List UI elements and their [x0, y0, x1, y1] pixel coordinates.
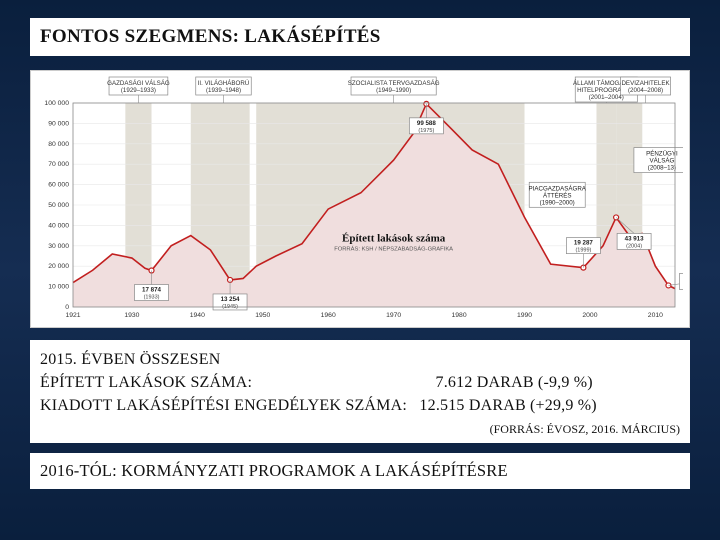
- svg-text:99 588: 99 588: [417, 120, 436, 127]
- svg-text:70 000: 70 000: [48, 161, 69, 168]
- svg-text:1940: 1940: [190, 312, 205, 319]
- summary-line-2-label: ÉPÍTETT LAKÁSOK SZÁMA:: [40, 374, 252, 391]
- svg-text:(1933): (1933): [144, 295, 160, 301]
- summary-line-3-value: 12.515 DARAB (+29,9 %): [419, 397, 596, 414]
- svg-text:II. VILÁGHÁBORÚ: II. VILÁGHÁBORÚ: [198, 80, 250, 87]
- svg-text:PIACGAZDASÁGRA: PIACGAZDASÁGRA: [529, 185, 587, 192]
- svg-text:100 000: 100 000: [44, 100, 69, 107]
- svg-text:(1929–1933): (1929–1933): [121, 87, 156, 94]
- svg-text:40 000: 40 000: [48, 222, 69, 229]
- footer-row: 2016-TÓL: KORMÁNYZATI PROGRAMOK A LAKÁSÉ…: [30, 453, 690, 489]
- svg-text:50 000: 50 000: [48, 202, 69, 209]
- svg-text:VÁLSÁG: VÁLSÁG: [650, 158, 675, 165]
- svg-text:(1949–1990): (1949–1990): [376, 87, 411, 94]
- svg-text:(1975): (1975): [418, 128, 434, 134]
- summary-line-2-value: 7.612 DARAB (-9,9 %): [436, 374, 593, 391]
- svg-text:FORRÁS: KSH / NÉPSZABADSÁG-GRA: FORRÁS: KSH / NÉPSZABADSÁG-GRAFIKA: [334, 246, 453, 253]
- svg-text:DEVIZAHITELEK: DEVIZAHITELEK: [621, 80, 670, 87]
- svg-text:20 000: 20 000: [48, 263, 69, 270]
- svg-text:(1999): (1999): [575, 248, 591, 254]
- summary-line-2: ÉPÍTETT LAKÁSOK SZÁMA: 7.612 DARAB (-9,9…: [40, 371, 680, 394]
- svg-text:1930: 1930: [124, 312, 139, 319]
- svg-text:(2008–13): (2008–13): [648, 165, 676, 172]
- summary-line-3-label: KIADOTT LAKÁSÉPÍTÉSI ENGEDÉLYEK SZÁMA:: [40, 397, 407, 414]
- svg-text:90 000: 90 000: [48, 120, 69, 127]
- slide: FONTOS SZEGMENS: LAKÁSÉPÍTÉS 0 10 000 20 0…: [0, 0, 720, 540]
- svg-text:1970: 1970: [386, 312, 401, 319]
- svg-text:2010: 2010: [648, 312, 663, 319]
- housing-chart: 0 10 000 20 000 30 000 40 000 50 000 60 000 70 …: [33, 75, 683, 323]
- svg-text:19 287: 19 287: [574, 240, 593, 247]
- summary-line-3: KIADOTT LAKÁSÉPÍTÉSI ENGEDÉLYEK SZÁMA: 1…: [40, 394, 680, 417]
- svg-text:(1939–1948): (1939–1948): [206, 87, 241, 94]
- svg-text:43 913: 43 913: [625, 235, 644, 242]
- svg-text:2000: 2000: [582, 312, 597, 319]
- svg-text:1950: 1950: [255, 312, 270, 319]
- svg-text:1921: 1921: [65, 312, 80, 319]
- footer-text: 2016-TÓL: KORMÁNYZATI PROGRAMOK A LAKÁSÉ…: [40, 461, 680, 481]
- title-row: FONTOS SZEGMENS: LAKÁSÉPÍTÉS: [30, 18, 690, 56]
- svg-text:(2004): (2004): [626, 243, 642, 249]
- summary-line-1: 2015. ÉVBEN ÖSSZESEN: [40, 348, 680, 371]
- svg-text:30 000: 30 000: [48, 243, 69, 250]
- svg-text:1980: 1980: [452, 312, 467, 319]
- svg-text:PÉNZÜGYI: PÉNZÜGYI: [646, 151, 678, 158]
- svg-text:(2004–2008): (2004–2008): [628, 87, 663, 94]
- svg-text:0: 0: [65, 304, 69, 311]
- svg-text:60 000: 60 000: [48, 182, 69, 189]
- svg-text:GAZDASÁGI VÁLSÁG: GAZDASÁGI VÁLSÁG: [107, 80, 170, 87]
- svg-text:10 000: 10 000: [48, 284, 69, 291]
- svg-text:1960: 1960: [321, 312, 336, 319]
- svg-text:ÁTTÉRÉS: ÁTTÉRÉS: [543, 192, 572, 199]
- summary-source: (FORRÁS: ÉVOSZ, 2016. MÁRCIUS): [40, 422, 680, 437]
- chart-container: 0 10 000 20 000 30 000 40 000 50 000 60 000 70 …: [30, 70, 690, 328]
- svg-text:(2001–2004): (2001–2004): [589, 94, 624, 101]
- svg-text:17 874: 17 874: [142, 287, 161, 294]
- summary-block: 2015. ÉVBEN ÖSSZESEN ÉPÍTETT LAKÁSOK SZÁ…: [30, 340, 690, 443]
- svg-text:80 000: 80 000: [48, 141, 69, 148]
- svg-text:1990: 1990: [517, 312, 532, 319]
- svg-text:13 254: 13 254: [221, 296, 240, 303]
- svg-text:(1990–2000): (1990–2000): [540, 199, 575, 206]
- svg-text:SZOCIALISTA TERVGAZDASÁG: SZOCIALISTA TERVGAZDASÁG: [348, 80, 440, 87]
- svg-text:Épített lakások száma: Épített lakások száma: [342, 233, 446, 245]
- page-title: FONTOS SZEGMENS: LAKÁSÉPÍTÉS: [40, 26, 680, 48]
